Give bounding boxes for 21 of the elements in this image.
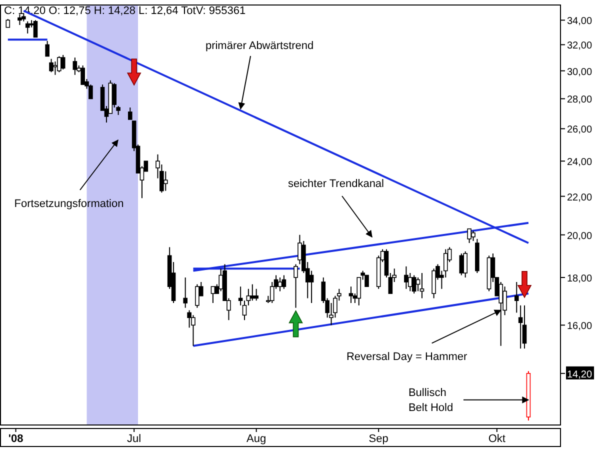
x-tick-label: Jul (127, 433, 142, 445)
y-tick-label: 26,00 (567, 124, 592, 136)
x-tick-label: '08 (8, 433, 24, 445)
x-tick-label: Okt (488, 433, 506, 445)
y-tick-label: 32,00 (567, 40, 592, 52)
annotation: Reversal Day = Hammer (346, 351, 468, 364)
y-tick-label: 24,00 (567, 157, 592, 168)
y-tick-label: 18,00 (567, 273, 592, 284)
y-tick-label: 16,00 (567, 321, 592, 332)
y-tick-label: 28,00 (567, 94, 592, 106)
annotation: seichter Trendkanal (288, 178, 384, 190)
y-tick-label: 20,00 (567, 230, 592, 242)
x-tick-label: Aug (246, 433, 266, 445)
x-tick-label: Sep (368, 433, 388, 445)
annotation: Bullisch Belt Hold (408, 386, 454, 414)
y-tick-label: 34,00 (567, 16, 592, 28)
y-tick-label: 30,00 (567, 66, 592, 78)
annotation: Fortsetzungsformation (14, 198, 124, 210)
y-tick-label: 22,00 (567, 192, 592, 204)
annotation: primärer Abwärtstrend (205, 40, 314, 52)
y-tick-label: 14,20 (567, 369, 592, 380)
